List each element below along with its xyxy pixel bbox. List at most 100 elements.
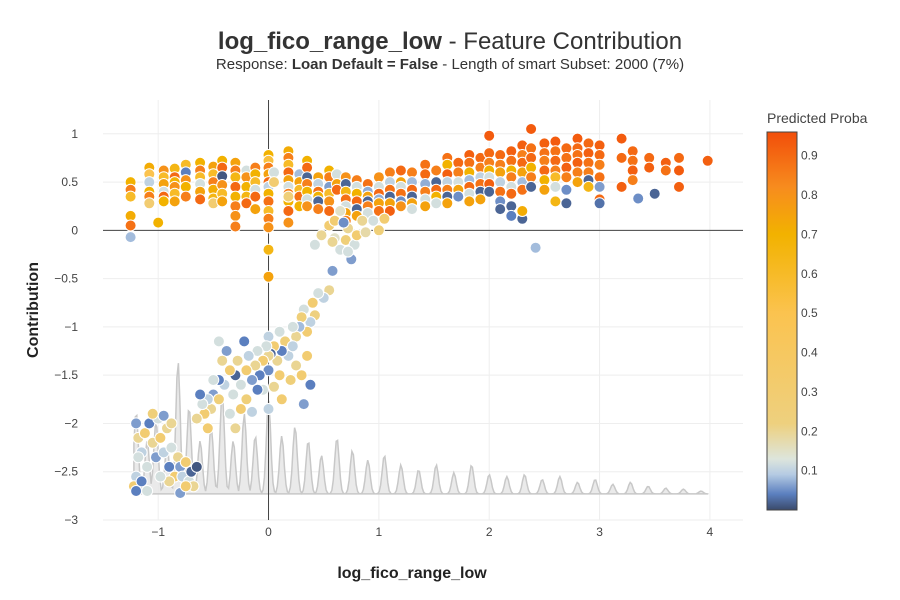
data-point [483, 185, 496, 198]
data-point [179, 456, 192, 469]
scatter-points [124, 123, 714, 499]
data-point [337, 216, 350, 229]
data-point [262, 243, 275, 256]
data-point [312, 287, 325, 300]
data-point [560, 171, 573, 184]
data-point [297, 398, 310, 411]
data-point [201, 422, 214, 435]
data-point [582, 180, 595, 193]
subtitle-prefix: Response: [215, 56, 292, 73]
data-point [430, 164, 443, 177]
data-point [516, 205, 529, 217]
data-point [538, 183, 551, 196]
data-point [463, 195, 476, 208]
data-point [505, 187, 518, 200]
data-point [165, 441, 178, 454]
data-point [268, 380, 280, 393]
data-point [419, 200, 432, 213]
title-suffix: - Feature Contribution [441, 28, 683, 55]
data-point [290, 359, 303, 372]
data-point [249, 190, 262, 203]
data-point [659, 164, 672, 177]
data-point [615, 151, 628, 164]
data-point [643, 161, 656, 174]
data-point [560, 183, 573, 196]
colorbar-tick-label: 0.5 [801, 306, 818, 320]
data-point [246, 405, 258, 418]
data-point [549, 195, 562, 208]
data-point [282, 190, 295, 203]
data-point [673, 164, 685, 177]
data-point [593, 197, 606, 210]
x-tick-label: 3 [596, 525, 603, 539]
data-point [286, 320, 299, 333]
chart-title: log_fico_range_low - Feature Contributio… [0, 28, 900, 56]
data-point [306, 296, 319, 309]
data-point [190, 412, 203, 425]
x-axis-ticks: −1 0 1 2 3 4 [151, 525, 713, 539]
data-point [273, 369, 286, 382]
data-point [334, 205, 347, 217]
data-point [342, 245, 354, 258]
data-point [323, 205, 336, 217]
data-point [240, 197, 253, 210]
data-point [525, 123, 538, 135]
data-point [152, 216, 165, 229]
data-point [190, 460, 203, 473]
data-point [301, 349, 314, 362]
data-point [194, 193, 207, 206]
y-tick-label: 1 [71, 127, 78, 141]
data-point [315, 229, 328, 242]
y-tick-label: −2 [64, 416, 78, 430]
data-point [483, 129, 496, 142]
data-point [207, 374, 220, 386]
colorbar-tick-label: 0.6 [801, 267, 818, 281]
y-tick-label: 0 [71, 223, 78, 237]
data-point [212, 335, 225, 348]
data-point [124, 190, 137, 203]
data-point [251, 383, 264, 396]
data-point [626, 174, 639, 187]
subtitle-subset: - Length of smart Subset: 2000 (7%) [438, 56, 685, 73]
data-point [227, 388, 240, 401]
chart-subtitle: Response: Loan Default = False - Length … [0, 56, 900, 73]
data-point [632, 192, 645, 205]
data-point [549, 180, 562, 193]
colorbar-tick-label: 0.1 [801, 464, 818, 478]
subtitle-response: Loan Default = False [291, 56, 439, 73]
data-point [216, 195, 229, 208]
data-point [308, 238, 321, 251]
data-point [240, 393, 253, 406]
data-point [312, 203, 325, 216]
data-point [141, 485, 154, 497]
data-point [304, 378, 317, 391]
data-point [231, 354, 244, 367]
x-tick-label: 0 [265, 525, 272, 539]
data-point [194, 388, 207, 401]
data-point [220, 345, 233, 357]
data-point [234, 403, 247, 415]
data-point [474, 193, 487, 206]
data-point [179, 480, 192, 493]
data-point [262, 403, 275, 415]
data-point [229, 209, 242, 222]
data-point [168, 195, 181, 208]
data-point [273, 325, 286, 338]
x-tick-label: 2 [486, 525, 493, 539]
data-point [593, 158, 606, 171]
data-point [157, 195, 170, 208]
data-point [441, 197, 454, 210]
data-point [135, 475, 148, 488]
colorbar-tick-label: 0.3 [801, 385, 818, 399]
data-point [301, 200, 314, 213]
data-point [262, 270, 275, 283]
x-tick-label: 1 [376, 525, 383, 539]
y-tick-label: 0.5 [61, 175, 78, 189]
data-point [242, 349, 255, 362]
data-point [179, 190, 192, 203]
data-point [238, 335, 251, 348]
data-point [529, 241, 542, 254]
y-tick-label: −0.5 [54, 272, 78, 286]
data-point [141, 460, 154, 473]
data-point [146, 407, 159, 420]
